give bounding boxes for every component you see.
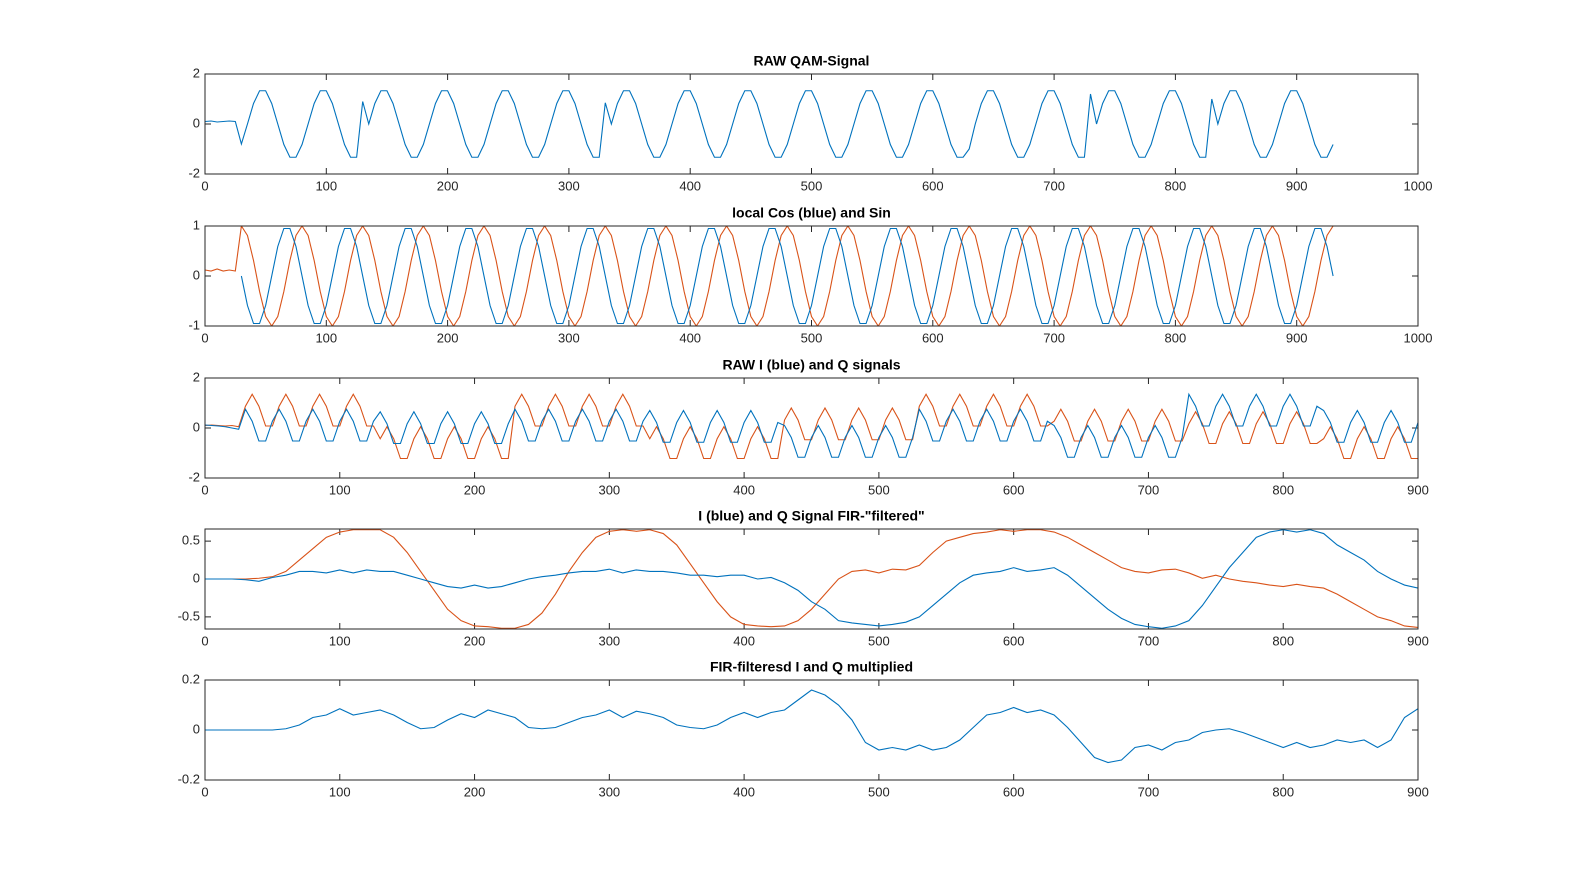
signal-line — [205, 529, 1418, 629]
x-tick-label: 0 — [201, 482, 208, 497]
signal-line — [205, 90, 1334, 158]
axes-box — [205, 680, 1418, 780]
x-tick-label: 100 — [329, 633, 351, 648]
x-tick-label: 600 — [1003, 784, 1025, 799]
x-tick-label: 900 — [1407, 633, 1429, 648]
x-tick-label: 900 — [1286, 330, 1308, 345]
y-tick-label: 0 — [193, 721, 200, 736]
y-tick-label: 0 — [193, 570, 200, 585]
x-tick-label: 700 — [1138, 784, 1160, 799]
x-tick-label: 0 — [201, 784, 208, 799]
axes-frame — [204, 679, 1419, 781]
y-tick-label: -0.2 — [178, 771, 200, 786]
x-tick-label: 600 — [1003, 482, 1025, 497]
x-tick-label: 800 — [1165, 330, 1187, 345]
y-tick-label: 2 — [193, 65, 200, 80]
x-tick-label: 1000 — [1404, 178, 1433, 193]
signal-line — [205, 393, 1418, 460]
subplot: I (blue) and Q Signal FIR-"filtered" 0 100… — [178, 508, 1429, 649]
x-tick-label: 200 — [464, 633, 486, 648]
subplot: local Cos (blue) and Sin 0 100 200 300 400 500… — [188, 205, 1432, 346]
x-tick-label: 700 — [1043, 178, 1065, 193]
x-tick-label: 300 — [598, 784, 620, 799]
subplot-title: RAW QAM-Signal — [754, 53, 870, 69]
y-tick-label: -2 — [188, 165, 200, 180]
x-tick-label: 500 — [801, 330, 823, 345]
x-tick-label: 300 — [558, 330, 580, 345]
axes-box — [205, 529, 1418, 629]
x-tick-label: 200 — [464, 784, 486, 799]
subplot: RAW I (blue) and Q signals 0 100 200 300 400 5… — [188, 357, 1428, 498]
x-tick-label: 100 — [315, 330, 337, 345]
x-tick-label: 300 — [558, 178, 580, 193]
x-tick-label: 600 — [922, 330, 944, 345]
axes-frame — [204, 225, 1419, 327]
signal-line — [205, 529, 1418, 629]
x-tick-label: 800 — [1272, 482, 1294, 497]
y-tick-label: -2 — [188, 469, 200, 484]
subplot-title: I (blue) and Q Signal FIR-"filtered" — [698, 508, 924, 524]
y-tick-label: -1 — [188, 317, 200, 332]
x-tick-label: 600 — [1003, 633, 1025, 648]
signal-line — [240, 227, 1334, 325]
x-tick-label: 900 — [1286, 178, 1308, 193]
x-tick-label: 0 — [201, 633, 208, 648]
x-tick-label: 500 — [868, 784, 890, 799]
x-tick-label: 800 — [1272, 633, 1294, 648]
x-tick-label: 0 — [201, 178, 208, 193]
x-tick-label: 500 — [801, 178, 823, 193]
subplot-title: local Cos (blue) and Sin — [732, 205, 891, 221]
axes-frame — [204, 73, 1419, 175]
x-tick-label: 600 — [922, 178, 944, 193]
signal-line — [205, 226, 1334, 326]
axes-box — [205, 378, 1418, 478]
x-tick-label: 100 — [329, 784, 351, 799]
x-tick-label: 800 — [1165, 178, 1187, 193]
signal-line — [205, 689, 1418, 764]
y-tick-label: 0 — [193, 267, 200, 282]
x-tick-label: 700 — [1043, 330, 1065, 345]
x-tick-label: 900 — [1407, 784, 1429, 799]
signal-line — [205, 392, 1418, 458]
x-tick-label: 400 — [679, 330, 701, 345]
subplot: RAW QAM-Signal 0 100 200 300 400 500 600 700 800 9… — [188, 53, 1432, 194]
x-tick-label: 200 — [437, 178, 459, 193]
axes-box — [205, 74, 1418, 174]
axes-frame — [204, 377, 1419, 479]
x-tick-label: 300 — [598, 482, 620, 497]
x-tick-label: 800 — [1272, 784, 1294, 799]
axes-box — [205, 226, 1418, 326]
x-tick-label: 100 — [329, 482, 351, 497]
x-tick-label: 700 — [1138, 482, 1160, 497]
x-tick-label: 400 — [679, 178, 701, 193]
x-tick-label: 400 — [733, 482, 755, 497]
x-tick-label: 400 — [733, 633, 755, 648]
x-tick-label: 700 — [1138, 633, 1160, 648]
x-tick-label: 200 — [437, 330, 459, 345]
y-tick-label: 2 — [193, 369, 200, 384]
subplot-title: FIR-filteresd I and Q multiplied — [710, 659, 913, 675]
y-tick-label: 1 — [193, 217, 200, 232]
y-tick-label: -0.5 — [178, 608, 200, 623]
y-tick-label: 0.5 — [182, 533, 200, 548]
y-tick-label: 0.2 — [182, 671, 200, 686]
y-tick-label: 0 — [193, 115, 200, 130]
x-tick-label: 0 — [201, 330, 208, 345]
x-tick-label: 500 — [868, 633, 890, 648]
x-tick-label: 300 — [598, 633, 620, 648]
y-tick-label: 0 — [193, 419, 200, 434]
subplot-title: RAW I (blue) and Q signals — [722, 357, 900, 373]
subplot: FIR-filteresd I and Q multiplied 0 100 200 3… — [178, 659, 1429, 800]
x-tick-label: 500 — [868, 482, 890, 497]
x-tick-label: 100 — [315, 178, 337, 193]
axes-frame — [204, 528, 1419, 630]
x-tick-label: 1000 — [1404, 330, 1433, 345]
x-tick-label: 900 — [1407, 482, 1429, 497]
x-tick-label: 200 — [464, 482, 486, 497]
x-tick-label: 400 — [733, 784, 755, 799]
